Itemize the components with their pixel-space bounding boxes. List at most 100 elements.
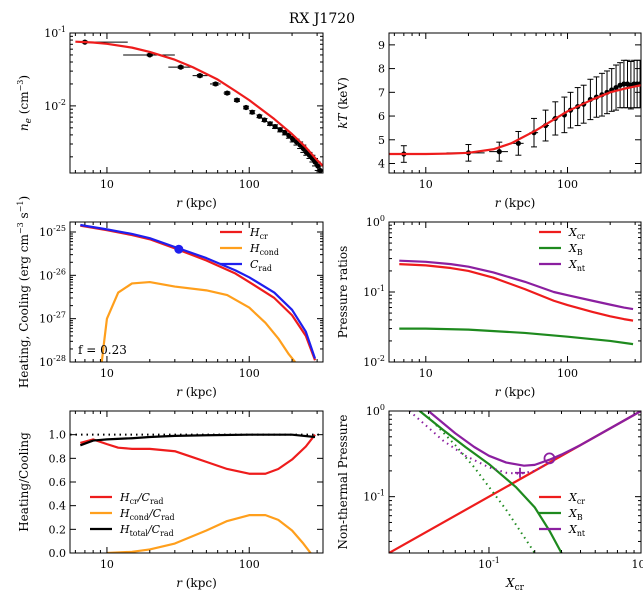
x-tick-label: 10 — [419, 178, 433, 191]
x-tick-label: 100 — [557, 178, 578, 191]
x-tick-label: 100 — [239, 558, 260, 571]
data-point — [224, 90, 230, 96]
x-axis-label: r (kpc) — [176, 576, 217, 590]
series-line-x-b-dotted — [427, 416, 536, 553]
y-tick-label: 10-1 — [44, 25, 66, 40]
y-axis-label: Pressure ratios — [336, 246, 350, 339]
x-tick-label: 10-1 — [478, 556, 500, 571]
y-axis-label: Non-thermal Pressure — [336, 415, 350, 550]
data-point — [515, 140, 521, 146]
data-point — [197, 73, 203, 79]
panel-kT: 10 100 4 5 6 7 8 9 r (kpc) kT (keV) — [336, 32, 642, 210]
series-line-x-b — [399, 327, 634, 346]
annotation-f: f = 0.23 — [78, 343, 127, 357]
plot-area — [389, 59, 641, 163]
data-point — [178, 64, 184, 70]
y-tick-label: 10-25 — [39, 224, 66, 239]
y-tick-label: 0.4 — [49, 500, 67, 513]
x-tick-label: 10 — [100, 558, 114, 571]
plot-area — [389, 411, 641, 553]
y-tick-label: 100 — [366, 403, 385, 418]
plot-frame — [69, 32, 324, 174]
y-tick-label: 0.0 — [49, 547, 67, 560]
x-axis-label: Xcr — [505, 576, 525, 593]
y-tick-label: 10-26 — [39, 267, 66, 282]
y-tick-label: 10-1 — [363, 284, 385, 299]
y-tick-label: 0.8 — [49, 452, 67, 465]
data-point — [249, 109, 255, 115]
data-point — [282, 130, 288, 136]
x-axis-label: r (kpc) — [176, 196, 217, 210]
x-tick-label: 10 — [419, 367, 433, 380]
y-axis-label: Heating/Cooling — [17, 432, 31, 532]
legend-label: Xnt — [568, 258, 586, 273]
legend-label: Htotal/Crad — [119, 523, 174, 538]
data-point — [256, 113, 263, 119]
y-tick-label: 4 — [378, 158, 385, 171]
panel-heating_cooling: 10 100 10-28 10-27 10-26 10-25 f = 0.23 HcrHcon… — [16, 196, 324, 399]
y-tick-label: 9 — [378, 39, 385, 52]
series-line-c-rad — [80, 223, 317, 359]
series-line-fit — [75, 40, 323, 167]
plot-frame — [388, 32, 642, 174]
series-line-x-nt — [399, 259, 634, 311]
series-line-x-cr — [399, 263, 634, 322]
y-tick-label: 5 — [378, 134, 385, 147]
x-tick-label: 10 — [100, 178, 114, 191]
data-point — [277, 127, 283, 133]
data-point — [621, 81, 627, 87]
panel-ne: 10 100 10-2 10-1 r (kpc) ne (cm−3) — [16, 25, 324, 210]
plot-area — [75, 39, 323, 173]
plot-frame — [388, 410, 642, 554]
legend-label: XB — [568, 242, 583, 257]
legend-label: Hcr/Crad — [119, 491, 164, 506]
plot-area — [80, 223, 317, 362]
x-tick-label: 100 — [239, 367, 260, 380]
marker-circle — [543, 452, 556, 465]
errorbar-series — [81, 39, 323, 173]
y-tick-label: 10-1 — [363, 489, 385, 504]
legend-label: Xcr — [568, 226, 585, 241]
data-point — [234, 97, 240, 103]
series-line-h-cond-c-rad — [106, 514, 312, 553]
x-tick-label: 10 — [100, 367, 114, 380]
data-point — [147, 52, 153, 58]
marker-point — [174, 244, 184, 254]
data-point — [272, 123, 278, 130]
errorbar-series — [400, 59, 641, 163]
data-point — [290, 136, 296, 142]
data-point — [212, 81, 219, 87]
x-tick-label: 100 — [631, 556, 643, 571]
y-tick-label: 100 — [366, 214, 385, 229]
series-line-h-cond — [100, 280, 296, 362]
series-line-fit — [389, 84, 641, 156]
data-point — [267, 121, 273, 127]
plot-area — [399, 259, 634, 346]
y-tick-label: 0.6 — [49, 476, 67, 489]
y-tick-label: 10-2 — [363, 354, 385, 369]
legend-label: Hcr — [249, 226, 268, 241]
legend-label: Crad — [250, 258, 272, 273]
series-line-h-cr-c-rad — [80, 433, 316, 475]
y-axis-label: Heating, Cooling (erg cm−3 s−1) — [16, 196, 31, 388]
x-tick-label: 100 — [557, 367, 578, 380]
y-tick-label: 7 — [378, 86, 385, 99]
legend-label: Hcond — [249, 242, 279, 257]
plot-frame — [69, 410, 324, 554]
y-axis-label: kT (keV) — [336, 77, 350, 129]
panel-heating_over_cooling: 10 100 0.0 0.2 0.4 0.6 0.8 1.0 Hcr/CradHcond/Cra… — [17, 410, 324, 590]
x-axis-label: r (kpc) — [176, 385, 217, 399]
legend-label: Xcr — [568, 491, 585, 506]
x-axis-label: r (kpc) — [495, 385, 536, 399]
legend-label: Xnt — [568, 523, 586, 538]
data-point — [613, 84, 619, 91]
y-tick-label: 10-2 — [44, 98, 66, 113]
y-tick-label: 0.2 — [49, 523, 67, 536]
figure-title: RX J1720 — [289, 11, 355, 27]
plot-frame — [388, 221, 642, 363]
y-tick-label: 8 — [378, 63, 385, 76]
y-tick-label: 10-27 — [39, 311, 66, 326]
